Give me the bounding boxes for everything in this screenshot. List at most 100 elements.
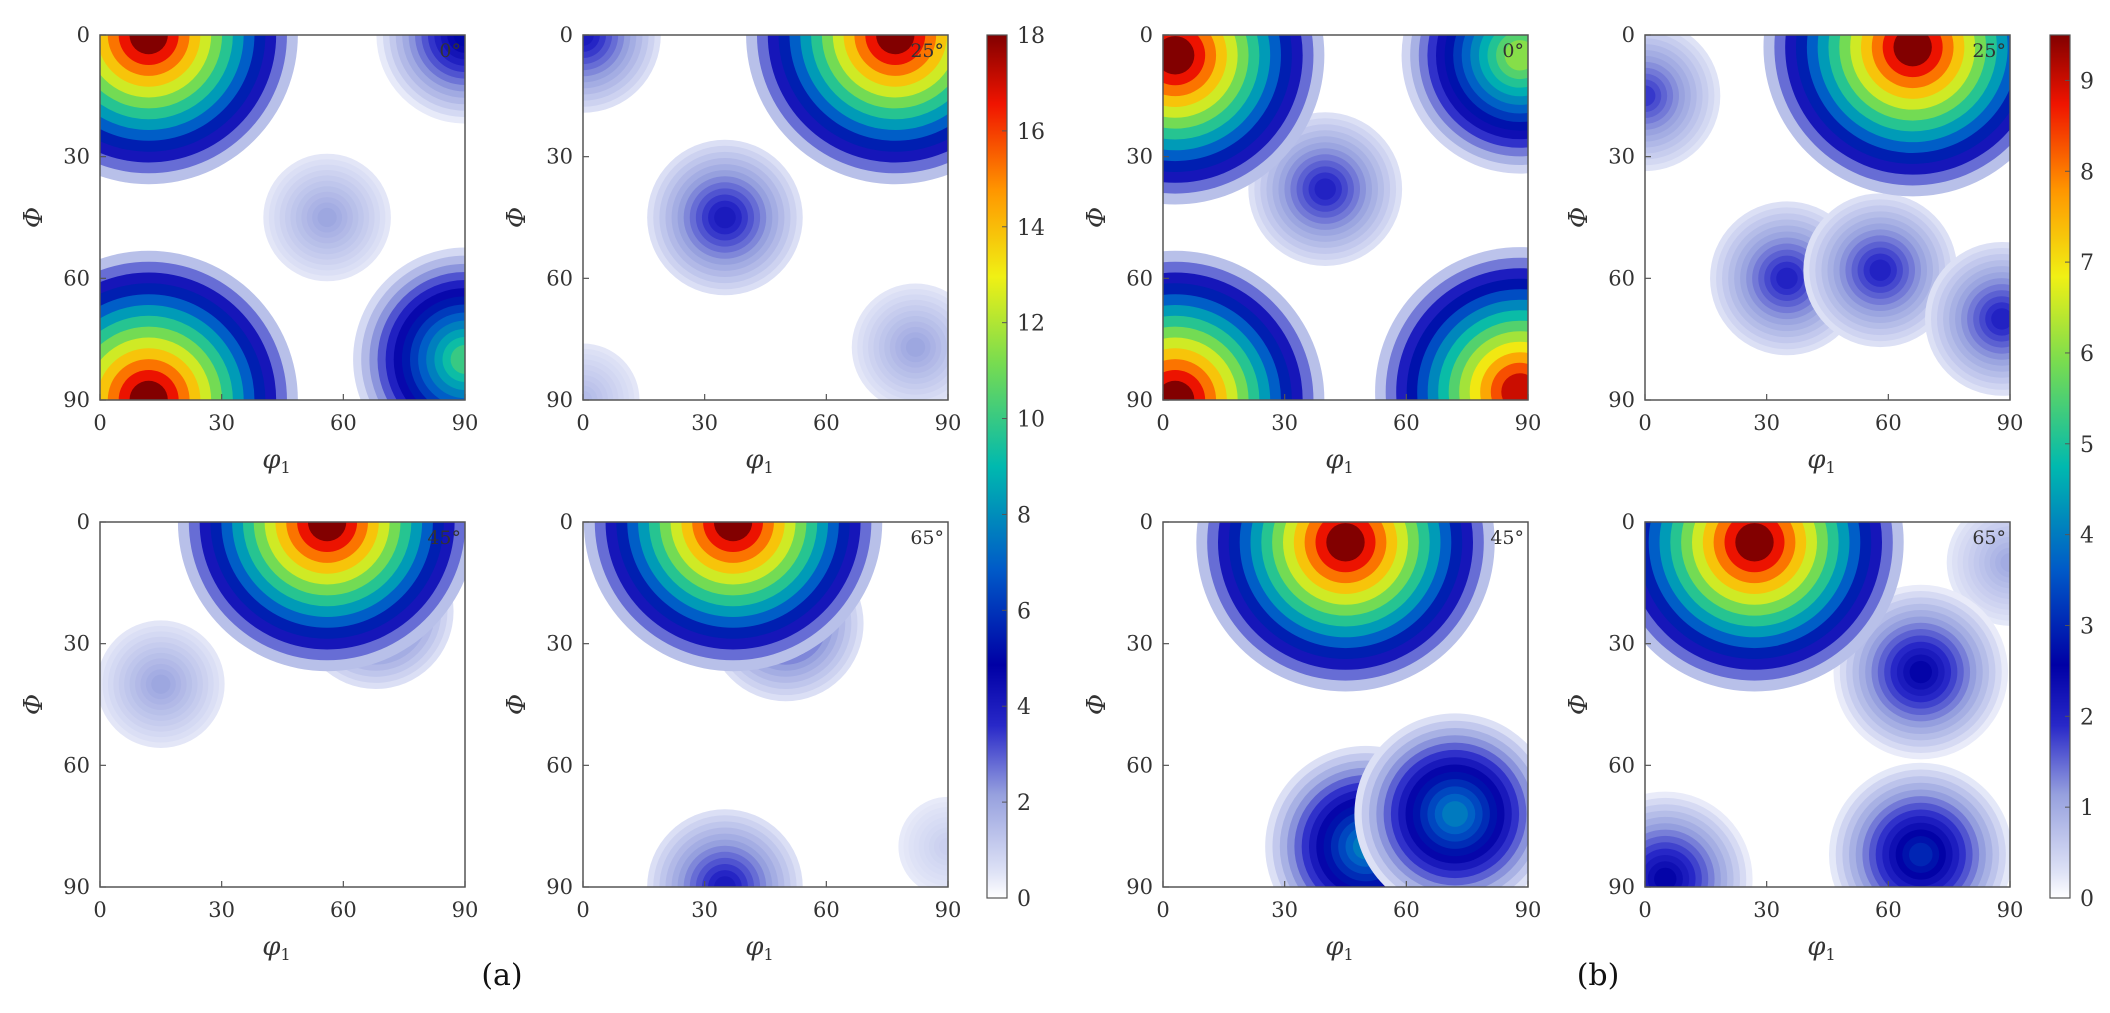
panel-frame xyxy=(582,521,949,888)
x-tick-label: 90 xyxy=(935,898,962,922)
density-peak xyxy=(1248,112,1403,267)
y-tick-label: 0 xyxy=(77,23,90,47)
panel-frame xyxy=(582,34,949,401)
y-tick-label: 60 xyxy=(1608,753,1635,777)
density-peak xyxy=(1354,713,1528,887)
y-tick-label: 90 xyxy=(63,388,90,412)
y-tick-label: 90 xyxy=(1608,388,1635,412)
density-peak xyxy=(100,620,225,749)
density-peak xyxy=(1946,522,2010,626)
x-tick-label: 0 xyxy=(93,898,106,922)
colorbar-tick-label: 5 xyxy=(2080,433,2094,458)
x-tick-label: 30 xyxy=(1271,411,1298,435)
phi2-angle-label: 0° xyxy=(439,40,461,62)
colorbar-tick-label: 7 xyxy=(2080,251,2094,276)
y-tick-label: 30 xyxy=(546,632,573,656)
x-axis-label: φ1 xyxy=(1807,445,1835,477)
y-tick-label: 30 xyxy=(1126,632,1153,656)
y-axis-label: Φ xyxy=(502,207,532,228)
y-tick-label: 0 xyxy=(77,510,90,534)
x-tick-label: 0 xyxy=(1156,411,1169,435)
density-peak xyxy=(1763,35,2010,197)
colorbar-tick-label: 14 xyxy=(1017,216,1045,241)
x-tick-label: 60 xyxy=(1393,898,1420,922)
y-tick-label: 0 xyxy=(1622,23,1635,47)
density-peak xyxy=(1645,35,1721,172)
x-tick-label: 60 xyxy=(330,411,357,435)
y-tick-label: 60 xyxy=(63,266,90,290)
density-peak xyxy=(1803,193,1958,348)
x-tick-label: 90 xyxy=(935,411,962,435)
colorbar-g1: 0 1 2 3 4 5 6 7 8 9 xyxy=(2049,34,2094,912)
colorbar-tick-label: 3 xyxy=(2080,614,2094,639)
y-tick-label: 0 xyxy=(560,23,573,47)
panel-frame xyxy=(1162,34,1529,401)
density-peak xyxy=(1163,35,1325,205)
colorbar-tick-label: 4 xyxy=(1017,695,1031,720)
colorbar-tick-label: 18 xyxy=(1017,24,1045,49)
density-peak xyxy=(1401,35,1528,174)
density-peak xyxy=(1833,584,2009,760)
y-tick-label: 30 xyxy=(546,145,573,169)
colorbar-tick-label: 6 xyxy=(2080,342,2094,367)
y-axis-label: Φ xyxy=(19,207,49,228)
phi2-angle-label: 65° xyxy=(910,527,944,549)
x-tick-label: 0 xyxy=(1156,898,1169,922)
colorbar-tick-label: 6 xyxy=(1017,599,1031,624)
density-peak xyxy=(353,247,465,400)
x-tick-label: 30 xyxy=(1753,411,1780,435)
density-peak xyxy=(583,343,640,400)
y-axis-label: Φ xyxy=(502,694,532,715)
y-tick-label: 30 xyxy=(1608,632,1635,656)
density-peak xyxy=(1375,247,1528,400)
panel-frame xyxy=(1162,521,1529,888)
x-axis-label: φ1 xyxy=(1807,932,1835,964)
x-tick-label: 30 xyxy=(1753,898,1780,922)
group-label: (b) xyxy=(1577,958,1620,993)
panel-frame xyxy=(1644,34,2011,401)
y-tick-label: 60 xyxy=(546,753,573,777)
colorbar-tick-label: 2 xyxy=(2080,705,2094,730)
colorbar-g0: 0 2 4 6 8 10 12 14 16 18 xyxy=(986,24,1045,912)
y-tick-label: 90 xyxy=(546,388,573,412)
y-tick-label: 0 xyxy=(1140,510,1153,534)
x-tick-label: 90 xyxy=(452,411,479,435)
y-axis-label: Φ xyxy=(1082,694,1112,715)
y-axis-label: Φ xyxy=(1082,207,1112,228)
y-tick-label: 90 xyxy=(63,875,90,899)
panel-frame xyxy=(1644,521,2011,888)
x-tick-label: 90 xyxy=(1515,411,1542,435)
x-tick-label: 60 xyxy=(330,898,357,922)
density-peak xyxy=(583,522,883,672)
colorbar-scale xyxy=(2049,34,2071,899)
y-tick-label: 60 xyxy=(1608,266,1635,290)
y-tick-label: 60 xyxy=(546,266,573,290)
y-axis-label: Φ xyxy=(1564,694,1594,715)
density-peak xyxy=(376,35,465,124)
x-axis-label: φ1 xyxy=(262,932,290,964)
colorbar-tick-label: 8 xyxy=(1017,503,1031,528)
x-tick-label: 60 xyxy=(1875,411,1902,435)
colorbar-tick-label: 9 xyxy=(2080,69,2094,94)
density-peak xyxy=(1925,242,2010,396)
x-axis-label: φ1 xyxy=(745,445,773,477)
phi2-angle-label: 45° xyxy=(1490,527,1524,549)
x-tick-label: 30 xyxy=(208,898,235,922)
x-tick-label: 30 xyxy=(691,898,718,922)
group-label: (a) xyxy=(481,958,522,993)
x-tick-label: 0 xyxy=(576,411,589,435)
x-tick-label: 0 xyxy=(1638,898,1651,922)
y-tick-label: 0 xyxy=(560,510,573,534)
y-tick-label: 0 xyxy=(1622,510,1635,534)
y-tick-label: 90 xyxy=(1126,388,1153,412)
density-peak xyxy=(263,153,391,282)
x-tick-label: 90 xyxy=(452,898,479,922)
phi2-angle-label: 0° xyxy=(1502,40,1524,62)
phi2-angle-label: 25° xyxy=(910,40,944,62)
colorbar-tick-label: 1 xyxy=(2080,796,2094,821)
